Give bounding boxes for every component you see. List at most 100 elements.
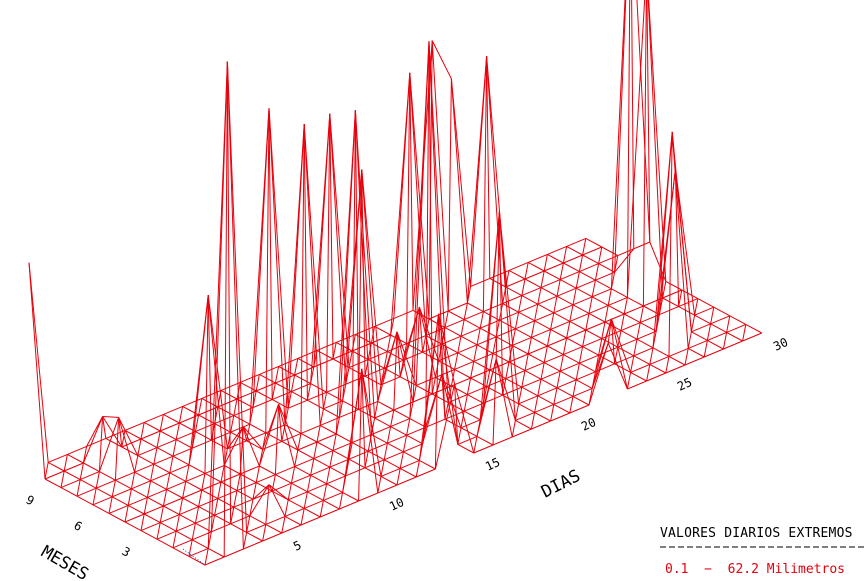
grid-line-day-28 (28, 262, 49, 463)
grid-diagonal-657 (636, 322, 641, 340)
grid-diagonal-107 (102, 416, 107, 439)
grid-line-month-989 (226, 61, 244, 550)
grid-line-month-349 (268, 108, 286, 425)
grid-line-month-376 (95, 487, 113, 498)
grid-diagonal-863 (476, 419, 481, 437)
grid-line-month-97 (143, 421, 161, 432)
grid-line-month-158 (332, 358, 350, 369)
surface-plot (28, 0, 763, 566)
grid-line-month-293 (633, 241, 650, 250)
grid-line-month-513 (377, 400, 395, 411)
grid-line-month-692 (390, 426, 407, 436)
grid-line-day-536 (240, 465, 260, 475)
grid-diagonal-195 (118, 417, 123, 448)
grid-line-day-573 (582, 338, 602, 348)
grid-line-month-856 (498, 211, 516, 421)
grid-diagonal-748 (633, 339, 638, 356)
grid-line-day-797 (307, 483, 327, 493)
grid-line-day-606 (371, 426, 391, 436)
grid-line-day-667 (560, 362, 580, 372)
grid-line-day-96 (160, 422, 180, 432)
grid-diagonal-969 (377, 476, 382, 494)
x-tick-label: 25 (675, 375, 694, 394)
grid-diagonal-475 (642, 0, 647, 307)
grid-diagonal-924 (665, 356, 670, 374)
grid-line-day-318 (476, 336, 497, 346)
grid-diagonal-493 (527, 337, 532, 355)
grid-diagonal-723 (214, 498, 219, 516)
grid-line-day-916 (704, 348, 724, 358)
grid-line-day-709 (291, 474, 311, 484)
grid-line-day-151 (387, 343, 407, 353)
grid-line-day-133 (502, 295, 522, 305)
grid-line-month-583 (508, 361, 526, 372)
legend-range: 0.1 − 62.2 Milimetros (665, 562, 845, 577)
grid-diagonal-168 (290, 374, 296, 392)
grid-line-day-400 (531, 328, 551, 338)
grid-line-month-823 (710, 323, 727, 333)
grid-line-month-510 (396, 331, 414, 403)
grid-diagonal-47 (486, 56, 491, 279)
grid-line-day-36 (544, 262, 564, 272)
grid-line-month-288 (79, 479, 97, 489)
grid-line-month-179 (198, 414, 215, 425)
grid-diagonal-481 (604, 305, 609, 323)
grid-line-day-855 (515, 411, 535, 421)
grid-diagonal-544 (201, 473, 206, 491)
grid-line-day-209 (595, 271, 615, 281)
grid-diagonal-930 (626, 372, 632, 390)
grid-line-month-595 (431, 393, 449, 404)
grid-line-day-782 (403, 443, 423, 453)
grid-line-day-421 (396, 331, 417, 386)
grid-line-day-251 (326, 383, 346, 393)
grid-line-day-624 (256, 474, 276, 484)
grid-line-month-671 (524, 370, 542, 380)
grid-diagonal-839 (630, 355, 635, 373)
grid-line-month-285 (99, 471, 116, 481)
grid-line-day-694 (387, 434, 407, 444)
grid-line-month-103 (105, 437, 123, 448)
grid-diagonal-414 (454, 352, 459, 370)
grid-line-month-719 (217, 498, 235, 508)
grid-line-month-522 (319, 424, 337, 435)
grid-line-day-439 (281, 432, 302, 442)
grid-line-day-290 (76, 487, 97, 497)
grid-line-day-257 (288, 399, 308, 409)
grid-line-month-495 (492, 352, 510, 363)
grid-line-month-304 (556, 295, 574, 306)
grid-diagonal-623 (274, 404, 280, 475)
grid-line-day-818 (172, 539, 193, 549)
grid-line-month-34 (547, 253, 564, 264)
grid-line-month-367 (153, 463, 171, 474)
grid-line-month-686 (428, 40, 446, 420)
grid-line-month-407 (476, 344, 494, 354)
grid-diagonal-711 (290, 466, 296, 484)
grid-diagonal-305 (572, 288, 577, 305)
grid-line-day-12 (336, 333, 356, 343)
grid-line-day-206 (614, 248, 635, 273)
grid-line-month-725 (179, 514, 196, 524)
grid-line-month-301 (575, 287, 593, 298)
grid-line-month-610 (335, 433, 353, 444)
legend: VALORES DIARIOS EXTREMOS 0.1 − 62.2 Mili… (660, 526, 864, 577)
grid-line-month-862 (460, 427, 478, 437)
grid-line-month-780 (406, 434, 423, 445)
grid-line-day-463 (128, 496, 148, 506)
grid-line-day-603 (390, 418, 410, 428)
grid-line-month-798 (291, 482, 308, 493)
grid-line-month-871 (403, 451, 420, 461)
grid-diagonal-918 (703, 340, 708, 358)
grid-diagonal-435 (319, 408, 324, 426)
grid-line-month-904 (191, 539, 209, 549)
grid-line-day-849 (553, 395, 574, 405)
grid-diagonal-98 (159, 414, 164, 432)
grid-line-day-312 (515, 320, 535, 330)
grid-line-day-655 (636, 330, 657, 340)
grid-line-month-874 (383, 459, 401, 469)
grid-line-day-354 (246, 432, 266, 442)
grid-line-month-401 (515, 328, 532, 338)
grid-diagonal-453 (204, 295, 209, 474)
grid-diagonal-286 (114, 417, 120, 481)
grid-line-month-501 (454, 368, 471, 379)
grid-line-month-631 (201, 489, 219, 500)
